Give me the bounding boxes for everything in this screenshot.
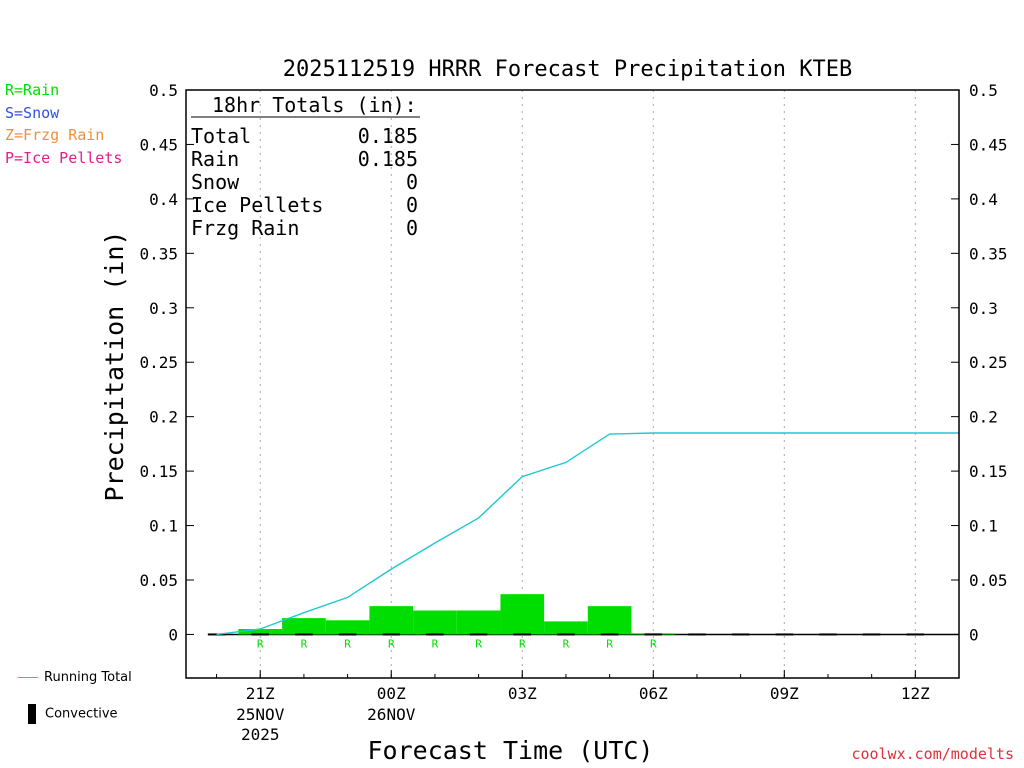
convective-bar bbox=[775, 633, 794, 636]
y-tick-label-left: 0.3 bbox=[149, 299, 178, 318]
precip-type-label: R bbox=[257, 637, 264, 650]
convective-bar bbox=[469, 633, 488, 636]
x-axis-title: Forecast Time (UTC) bbox=[368, 736, 654, 765]
totals-heading: 18hr Totals (in): bbox=[212, 93, 417, 117]
convective-bar bbox=[644, 633, 663, 636]
y-tick-label-right: 0.45 bbox=[969, 135, 1008, 154]
x-tick-label: 00Z bbox=[377, 684, 406, 703]
y-tick-label-left: 0.35 bbox=[139, 244, 178, 263]
y-tick-label-right: 0.3 bbox=[969, 299, 998, 318]
x-tick-label: 21Z bbox=[246, 684, 275, 703]
precip-type-label: R bbox=[650, 637, 657, 650]
totals-row-value: 0 bbox=[406, 170, 418, 194]
totals-row-value: 0.185 bbox=[358, 124, 418, 148]
totals-row-label: Frzg Rain bbox=[191, 216, 299, 240]
x-tick-label: 09Z bbox=[770, 684, 799, 703]
legend-rain: R=Rain bbox=[5, 81, 60, 99]
y-tick-label-left: 0.1 bbox=[149, 517, 178, 536]
convective-bar bbox=[251, 633, 269, 636]
y-tick-label-left: 0.15 bbox=[139, 462, 178, 481]
y-tick-label-right: 0 bbox=[969, 625, 979, 644]
precip-type-label: R bbox=[519, 637, 526, 650]
totals-row-value: 0.185 bbox=[358, 147, 418, 171]
y-tick-label-right: 0.05 bbox=[969, 571, 1008, 590]
chart-title: 2025112519 HRRR Forecast Precipitation K… bbox=[283, 57, 853, 82]
y-tick-label-left: 0.4 bbox=[149, 190, 178, 209]
precip-type-label: R bbox=[432, 637, 439, 650]
convective-swatch bbox=[28, 704, 36, 724]
x-tick-label: 03Z bbox=[508, 684, 537, 703]
totals-row-value: 0 bbox=[406, 193, 418, 217]
rain-bar bbox=[413, 610, 457, 635]
y-tick-label-right: 0.15 bbox=[969, 462, 1008, 481]
y-tick-label-right: 0.4 bbox=[969, 190, 998, 209]
y-tick-label-left: 0.45 bbox=[139, 135, 178, 154]
convective-bar bbox=[819, 633, 837, 636]
legend-frzg-rain: Z=Frzg Rain bbox=[5, 126, 105, 144]
convective-bar bbox=[557, 633, 575, 636]
rain-bar bbox=[500, 594, 545, 635]
y-tick-label-right: 0.1 bbox=[969, 517, 998, 536]
y-tick-label-left: 0.5 bbox=[149, 81, 178, 100]
precip-type-label: R bbox=[301, 637, 308, 650]
totals-row-label: Rain bbox=[191, 147, 239, 171]
y-tick-label-left: 0 bbox=[168, 625, 178, 644]
x-tick-label: 06Z bbox=[639, 684, 668, 703]
x-tick-label: 12Z bbox=[901, 684, 930, 703]
legend-convective: Convective bbox=[28, 704, 118, 724]
precip-type-label: R bbox=[475, 637, 482, 650]
running-total-line bbox=[216, 432, 959, 636]
totals-row-label: Snow bbox=[191, 170, 240, 194]
x-tick-date: 25NOV bbox=[236, 705, 285, 724]
running-total-label: Running Total bbox=[44, 670, 132, 685]
rain-bar bbox=[238, 629, 283, 635]
y-tick-label-right: 0.35 bbox=[969, 244, 1008, 263]
y-tick-label-left: 0.25 bbox=[139, 353, 178, 372]
convective-bar bbox=[338, 633, 357, 636]
x-tick-year: 2025 bbox=[241, 725, 280, 744]
rain-bar bbox=[282, 618, 326, 635]
rain-bar bbox=[369, 606, 414, 635]
x-tick-date: 26NOV bbox=[367, 705, 416, 724]
totals-row-label: Total bbox=[191, 124, 251, 148]
legend-ice-pellets: P=Ice Pellets bbox=[5, 149, 123, 167]
convective-bar bbox=[513, 633, 532, 636]
precip-type-label: R bbox=[606, 637, 613, 650]
running-total-swatch bbox=[18, 677, 38, 678]
rain-bar bbox=[456, 610, 501, 635]
totals-row-value: 0 bbox=[406, 216, 418, 240]
convective-bar bbox=[426, 633, 444, 636]
convective-bar bbox=[731, 633, 750, 636]
y-axis-title: Precipitation (in) bbox=[100, 231, 129, 502]
rain-bar bbox=[544, 621, 588, 635]
y-tick-label-right: 0.2 bbox=[969, 408, 998, 427]
legend-running-total: Running Total bbox=[18, 670, 132, 685]
precip-type-label: R bbox=[388, 637, 395, 650]
rain-bar bbox=[325, 620, 370, 635]
y-tick-label-right: 0.5 bbox=[969, 81, 998, 100]
rain-bar bbox=[587, 606, 632, 635]
precip-type-label: R bbox=[563, 637, 570, 650]
y-tick-label-right: 0.25 bbox=[969, 353, 1008, 372]
convective-bar bbox=[382, 633, 400, 636]
convective-bar bbox=[688, 633, 706, 636]
y-tick-label-left: 0.05 bbox=[139, 571, 178, 590]
convective-bar bbox=[295, 633, 313, 636]
precip-type-label: R bbox=[344, 637, 351, 650]
totals-row-label: Ice Pellets bbox=[191, 193, 323, 217]
legend-snow: S=Snow bbox=[5, 104, 60, 122]
y-tick-label-left: 0.2 bbox=[149, 408, 178, 427]
convective-bar bbox=[906, 633, 925, 636]
plot-frame bbox=[185, 89, 960, 679]
convective-bar bbox=[862, 633, 881, 636]
credit-link[interactable]: coolwx.com/modelts bbox=[851, 745, 1014, 763]
convective-label: Convective bbox=[45, 706, 118, 722]
convective-bar bbox=[600, 633, 619, 636]
